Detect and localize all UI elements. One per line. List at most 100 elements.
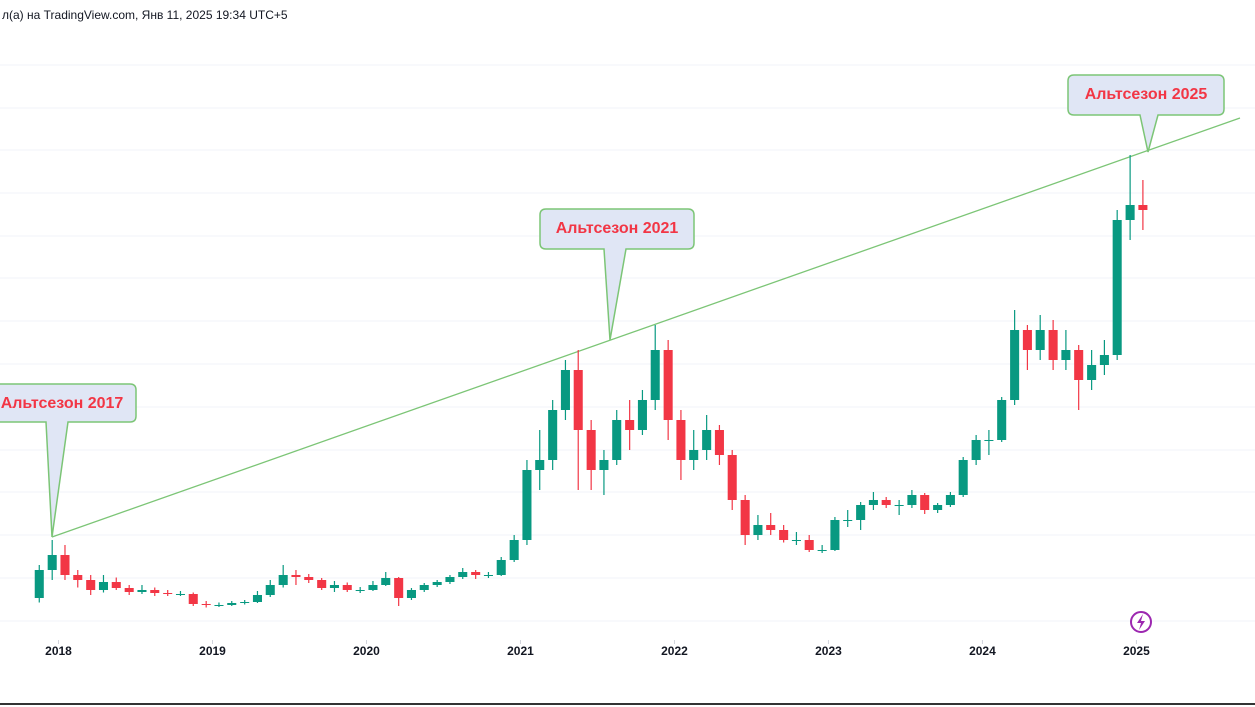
candle-body [1074, 350, 1084, 380]
candle-body [535, 460, 545, 470]
x-tick-label: 2021 [507, 644, 534, 658]
candle-body [1112, 220, 1122, 355]
candle-body [278, 575, 288, 585]
candle-body [971, 440, 981, 460]
candle-body [753, 525, 763, 535]
x-tick-label: 2022 [661, 644, 688, 658]
candle-body [612, 420, 622, 460]
event-icon[interactable] [1130, 611, 1152, 633]
candle-body [419, 585, 429, 590]
candle-body [625, 420, 635, 430]
candle-body [1087, 365, 1097, 380]
candle-body [830, 520, 840, 550]
candle-body [496, 560, 506, 575]
candle-body [381, 578, 391, 585]
annotation: Альтсезон 2025 [1085, 86, 1208, 103]
candle-body [856, 505, 866, 520]
candle-body [188, 594, 198, 604]
candle-body [150, 590, 160, 593]
candle-body [317, 580, 327, 588]
candle-body [702, 430, 712, 450]
candle-body [214, 605, 224, 606]
candle-body [394, 578, 404, 598]
candle-body [907, 495, 917, 505]
candle-body [471, 572, 481, 575]
candle-body [868, 500, 878, 505]
candle-body [984, 440, 994, 441]
candle-body [163, 593, 173, 594]
candle-body [1138, 205, 1148, 210]
x-tick-label: 2019 [199, 644, 226, 658]
candle-body [1035, 330, 1045, 350]
candle-body [1010, 330, 1020, 400]
candle-body [252, 595, 262, 602]
callout-2021: Альтсезон 2021 [539, 208, 695, 341]
callout-2017: Альтсезон 2017 [0, 383, 137, 538]
candle-body [817, 550, 827, 551]
candle-body [599, 460, 609, 470]
candle-body [1099, 355, 1109, 365]
candle-body [843, 520, 853, 521]
candle-body [689, 450, 699, 460]
candle-body [548, 410, 558, 460]
candle-body [791, 540, 801, 541]
candle-body [483, 575, 493, 576]
candle-body [445, 577, 455, 582]
candle-body [997, 400, 1007, 440]
candle-body [86, 580, 96, 590]
background-grid [0, 64, 1255, 622]
candle-body [560, 370, 570, 410]
candle-body [124, 588, 134, 592]
candle-body [727, 455, 737, 500]
candle-body [227, 603, 237, 605]
candle-body [342, 585, 352, 590]
candle-body [304, 577, 314, 580]
candle-body [766, 525, 776, 530]
candle-body [740, 500, 750, 535]
x-tick-label: 2020 [353, 644, 380, 658]
candle-body [47, 555, 57, 570]
x-tick-label: 2024 [969, 644, 996, 658]
candles [34, 155, 1148, 608]
candle-body [34, 570, 44, 598]
candle-body [804, 540, 814, 550]
x-tick-label: 2018 [45, 644, 72, 658]
candle-body [355, 590, 365, 591]
candle-body [586, 430, 596, 470]
candle-body [137, 590, 147, 592]
candle-body [368, 585, 378, 590]
candle-body [406, 590, 416, 598]
candle-body [201, 604, 211, 605]
candle-body [329, 585, 339, 588]
trendline [51, 117, 1241, 538]
candle-body [933, 505, 943, 510]
x-axis: 2018 2019 2020 2021 2022 2023 2024 2025 [45, 640, 1150, 658]
candle-body [509, 540, 519, 560]
candle-body [1022, 330, 1032, 350]
candle-body [98, 582, 109, 590]
candle-body [111, 582, 121, 588]
candle-body [458, 572, 468, 577]
candle-body [894, 505, 904, 506]
candle-body [663, 350, 673, 420]
candle-body [1125, 205, 1135, 220]
candle-body [265, 585, 275, 595]
candle-body [522, 470, 532, 540]
candle-body [945, 495, 955, 505]
candle-body [920, 495, 930, 510]
candle-body [637, 400, 647, 430]
candle-body [240, 602, 250, 603]
candle-body [650, 350, 660, 400]
candle-body [958, 460, 968, 495]
candle-body [881, 500, 891, 505]
candle-body [676, 420, 686, 460]
candle-body [714, 430, 724, 455]
header-text: л(а) на TradingView.com, Янв 11, 2025 19… [2, 8, 288, 22]
candle-body [291, 575, 301, 577]
x-tick-label: 2023 [815, 644, 842, 658]
candle-body [779, 530, 789, 540]
candle-body [175, 594, 186, 595]
annotation: Альтсезон 2021 [556, 220, 679, 237]
annotation: Альтсезон 2017 [1, 395, 124, 412]
